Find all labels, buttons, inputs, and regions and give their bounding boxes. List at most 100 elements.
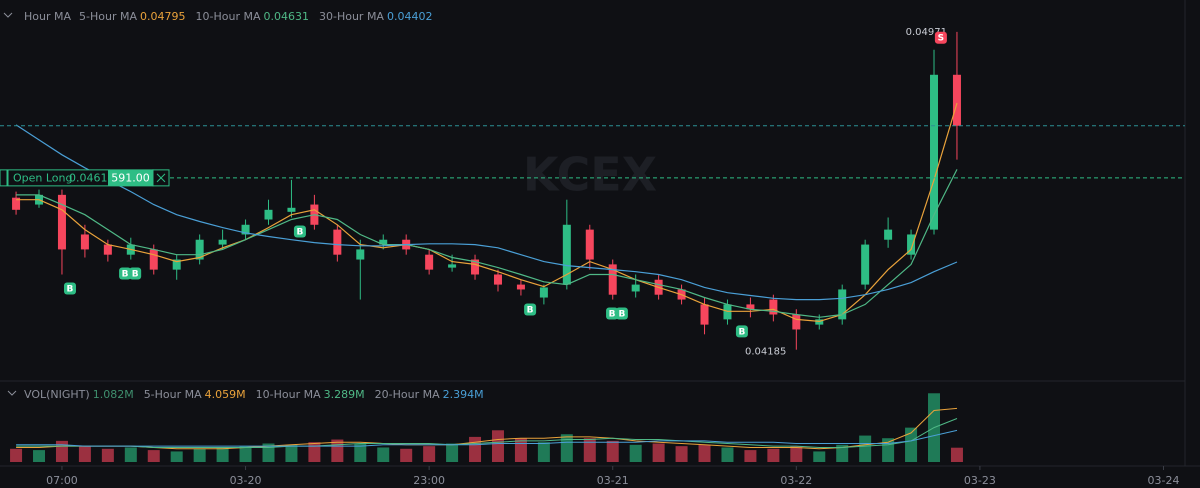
candle-body [80,234,89,250]
candle-body [516,284,525,290]
trade-marker [119,267,132,280]
legend-name: 10-Hour MA [256,388,321,401]
volume-bar [859,435,872,462]
volume-bar [423,446,436,462]
candle-body [930,74,939,230]
x-tick-label: 03-23 [964,474,996,487]
volume-bar [606,440,619,462]
volume-bar [698,444,711,462]
candle-body [907,234,916,255]
candle-body [471,259,480,275]
volume-bar [285,444,298,462]
position-name: Open Long [13,171,73,184]
candle-body [287,207,296,212]
candle-body [861,244,870,285]
volume-bar [193,448,206,462]
candle-body [379,239,388,245]
candle-body [264,209,273,220]
ma-line [15,124,958,301]
position-size: 591.00 [111,171,150,184]
volume-bar [491,430,504,462]
legend-value: 0.04402 [387,10,433,23]
volume-bar [905,427,918,462]
close-icon [156,173,166,183]
trade-marker [63,282,76,295]
volume-bar [950,447,963,462]
volume-bar [216,447,229,462]
volume-bar [721,447,734,462]
volume-bar [583,438,596,462]
volume-bar [354,443,367,462]
volume-bar [147,450,160,462]
legend-name: 5-Hour MA [79,10,137,23]
x-tick-label: 03-22 [780,474,812,487]
trade-side: B [132,270,139,280]
candle-body [884,229,893,240]
volume-bar [675,446,688,462]
low-label: 0.04185 [745,347,786,358]
candle-body [539,287,548,298]
legend-value: 1.082M [93,388,134,401]
legend-value: 0.04631 [263,10,309,23]
ma-line [16,169,958,318]
volume-bar [78,446,91,462]
volume-bar [101,448,114,462]
trade-side: B [618,310,625,320]
indicator-title: Hour MA [24,10,71,23]
candle-body [448,264,457,268]
candle-body [149,249,158,270]
candle-body [57,194,66,250]
trade-marker [615,307,628,320]
volume-bar [537,442,550,462]
candle-body [562,224,571,285]
volume-bar [744,450,757,462]
candle-body [746,304,755,310]
candle-body [700,304,709,325]
trade-side: S [938,34,944,44]
legend-name: 30-Hour MA [319,10,384,23]
indicator-title: VOL(NIGHT) [24,388,90,401]
volume-bar [469,436,482,462]
volume-bar [170,451,183,462]
volume-bar [652,443,665,462]
x-tick-label: 23:00 [413,474,445,487]
x-tick-label: 03-24 [1148,474,1180,487]
legend-value: 4.059M [205,388,246,401]
candle-body [952,74,961,126]
position-handle[interactable] [0,169,8,187]
position-price: 0.04610 [69,171,115,184]
trade-side: B [67,284,74,294]
volume-bar [55,440,68,462]
trade-marker [129,267,142,280]
legend-value: 3.289M [324,388,365,401]
x-tick-label: 03-21 [597,474,629,487]
volume-ma-line [16,429,958,447]
volume-bar [767,448,780,462]
legend-value: 2.394M [443,388,484,401]
collapse-icon[interactable] [7,390,17,396]
candle-body [608,264,617,295]
collapse-icon[interactable] [3,12,13,18]
candle-body [356,249,365,260]
candle-body [769,299,778,315]
candle-body [631,284,640,292]
volume-bar [33,450,46,462]
trade-side: B [609,310,616,320]
legend-name: 5-Hour MA [144,388,202,401]
volume-bar [124,447,137,462]
legend-name: 10-Hour MA [196,10,261,23]
volume-ma-line [16,418,958,448]
ma-line [16,102,958,323]
volume-bar [308,442,321,462]
candle-body [195,239,204,260]
trade-side: B [738,327,745,337]
volume-ma-line [16,407,958,450]
candle-body [792,314,801,330]
trade-side: B [297,227,304,237]
position-label[interactable]: Open Long 0.04610 591.00 [0,169,170,187]
x-tick-label: 07:00 [46,474,78,487]
trade-side: B [122,270,129,280]
x-tick-label: 03-20 [230,474,262,487]
